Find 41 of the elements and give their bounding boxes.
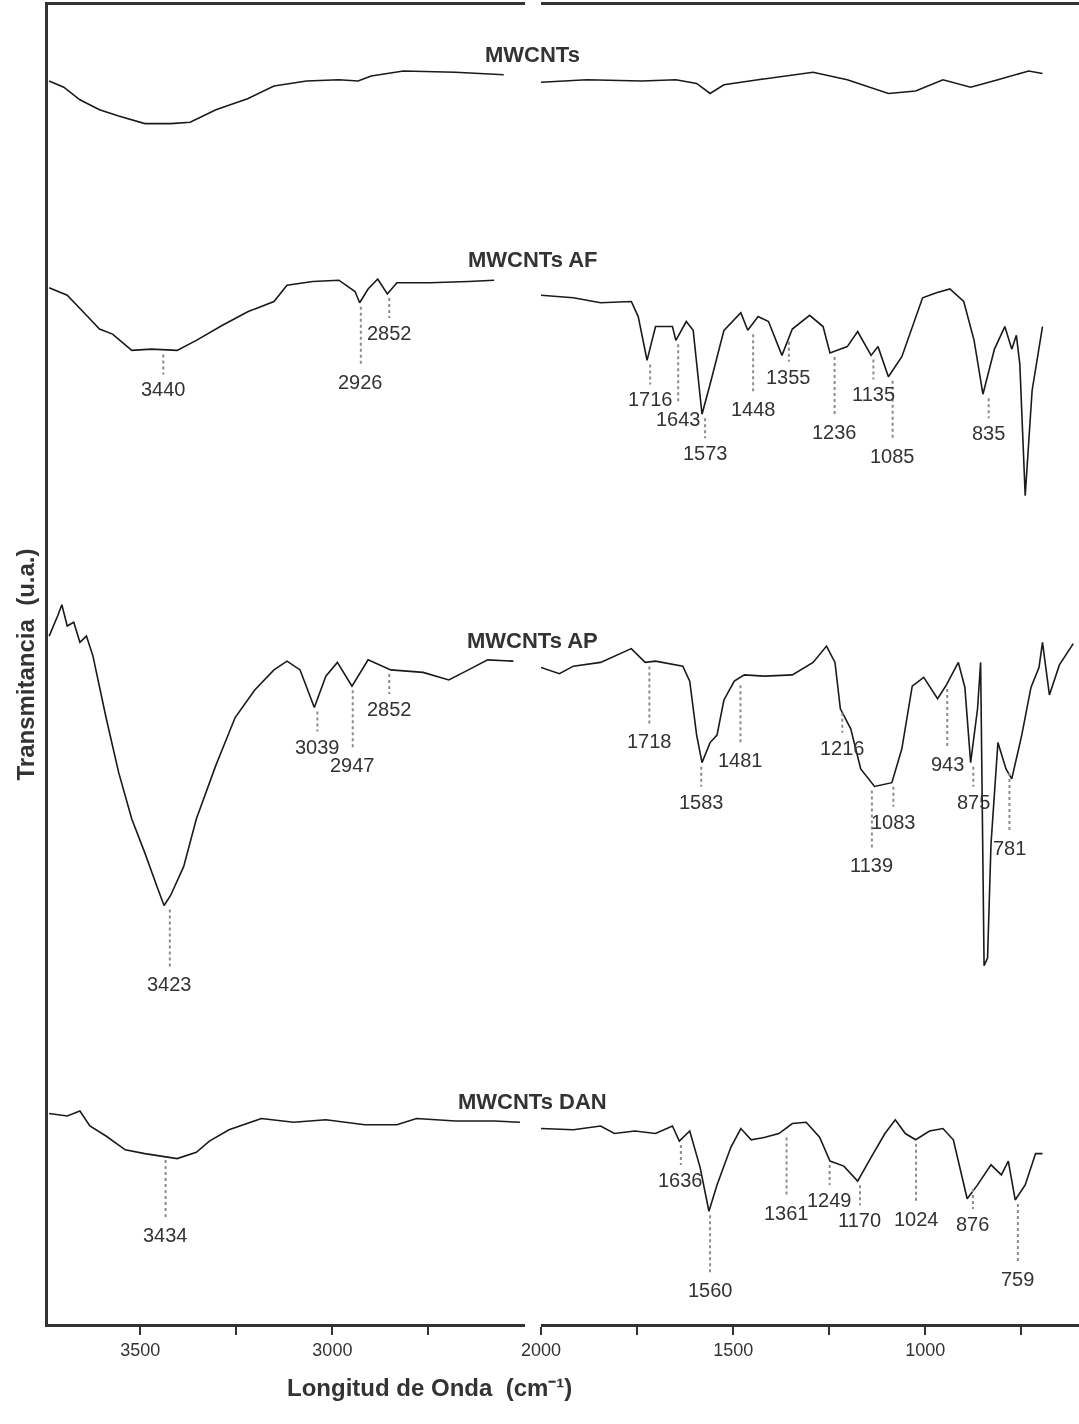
series-label: MWCNTs AF [468,247,598,272]
series-label: MWCNTs AP [467,628,598,653]
annotation: 759 [1001,1268,1035,1290]
annotation: 3440 [141,378,186,400]
x-tick-label: 1500 [713,1340,754,1361]
annotation: 1636 [658,1169,703,1191]
annotation: 876 [956,1213,990,1235]
x-tick-label: 3500 [120,1340,161,1361]
annotation: 943 [931,753,965,775]
annotation: 1643 [656,408,701,430]
x-tick-label: 3000 [312,1340,353,1361]
annotation: 1583 [679,791,724,813]
annotation: 3423 [147,973,192,995]
x-axis-title: Longitud de Onda (cm⁻¹) [287,1374,573,1401]
annotation: 1481 [718,749,763,771]
annotation: 1083 [871,811,916,833]
x-tick-label: 2000 [520,1340,562,1361]
annotation: 1718 [627,730,672,752]
annotation: 1716 [628,388,673,410]
annotation: 1560 [688,1279,733,1301]
annotation: 1249 [807,1189,852,1211]
annotation: 1448 [731,398,776,420]
annotation: 2926 [338,371,383,393]
annotation: 1139 [850,854,894,876]
series-label: MWCNTs [485,42,580,67]
annotation: 1355 [766,366,811,388]
annotation: 835 [972,422,1006,444]
x-tick-label: 1000 [905,1340,946,1361]
series-label: MWCNTs DAN [458,1089,607,1114]
annotation: 781 [993,837,1027,859]
annotation: 1361 [764,1202,809,1224]
annotation: 1170 [838,1209,882,1231]
y-axis-title: Transmitancia (u.a.) [12,548,40,781]
annotation: 1024 [894,1208,939,1230]
annotation: 2852 [367,322,412,344]
annotation: 1573 [683,442,728,464]
annotation: 1085 [870,445,915,467]
annotation: 1236 [812,421,857,443]
annotation: 2852 [367,698,412,720]
annotation: 1135 [852,383,896,405]
annotation: 3434 [143,1224,188,1246]
